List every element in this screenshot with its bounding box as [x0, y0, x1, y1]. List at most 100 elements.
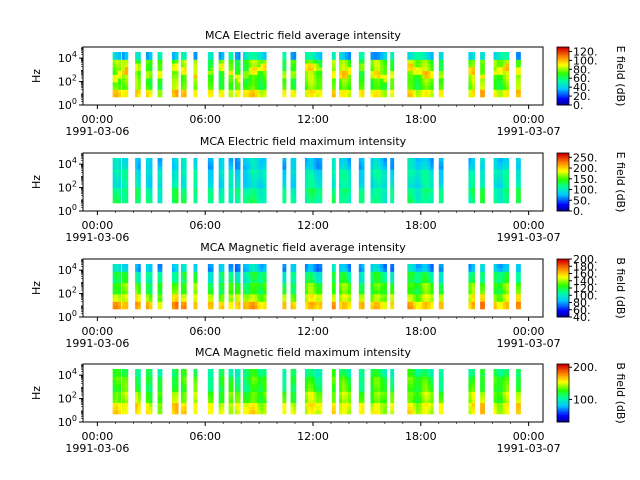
- spectrogram-cell: [376, 387, 381, 392]
- spectrogram-cell: [290, 191, 294, 196]
- spectrogram-cell: [316, 399, 320, 404]
- spectrogram-cell: [418, 52, 423, 57]
- spectrogram-cell: [124, 387, 129, 392]
- spectrogram-cell: [427, 395, 431, 400]
- spectrogram-cell: [427, 82, 431, 87]
- spectrogram-cell: [339, 176, 343, 181]
- spectrogram-cell: [416, 67, 420, 72]
- spectrogram-cell: [290, 271, 294, 276]
- spectrogram-cell: [307, 275, 311, 280]
- spectrogram-cell: [112, 384, 116, 389]
- spectrogram-cell: [407, 59, 411, 64]
- colorbar-tick-label: 160.: [573, 268, 598, 281]
- spectrogram-cell: [361, 74, 365, 79]
- colorbar-cell: [557, 91, 569, 94]
- colorbar-cell: [557, 187, 569, 190]
- colorbar-cell: [557, 394, 569, 397]
- spectrogram-cell: [115, 387, 119, 392]
- spectrogram-cell: [310, 67, 314, 72]
- spectrogram-cell: [427, 264, 431, 269]
- spectrogram-cell: [290, 402, 294, 407]
- spectrogram-cell: [207, 395, 211, 400]
- spectrogram-cell: [171, 391, 176, 396]
- spectrogram-cell: [145, 286, 150, 291]
- spectrogram-cell: [438, 399, 444, 404]
- spectrogram-cell: [421, 59, 425, 64]
- spectrogram-cell: [499, 271, 504, 276]
- spectrogram-cell: [180, 267, 184, 272]
- spectrogram-cell: [260, 184, 264, 189]
- spectrogram-cell: [234, 275, 238, 280]
- spectrogram-cell: [248, 59, 252, 64]
- spectrogram-cell: [493, 305, 497, 310]
- spectrogram-cell: [282, 305, 287, 310]
- spectrogram-cell: [416, 380, 420, 385]
- spectrogram-cell: [115, 286, 119, 291]
- spectrogram-cell: [516, 199, 521, 204]
- spectrogram-cell: [115, 82, 119, 87]
- spectrogram-cell: [254, 184, 258, 189]
- spectrogram-cell: [438, 271, 444, 276]
- spectrogram-cell: [331, 63, 336, 68]
- spectrogram-cell: [319, 93, 323, 98]
- spectrogram-cell: [310, 176, 314, 181]
- spectrogram-cell: [115, 290, 119, 295]
- spectrogram-cell: [310, 173, 314, 178]
- spectrogram-cell: [307, 78, 311, 83]
- spectrogram-cell: [413, 59, 417, 64]
- spectrogram-cell: [251, 176, 255, 181]
- spectrogram-cell: [260, 161, 264, 166]
- spectrogram-cell: [480, 380, 485, 385]
- spectrogram-cell: [358, 55, 362, 60]
- spectrogram-cell: [341, 173, 346, 178]
- spectrogram-cell: [430, 391, 434, 396]
- spectrogram-cell: [410, 191, 414, 196]
- spectrogram-cell: [183, 188, 187, 193]
- spectrogram-cell: [183, 305, 187, 310]
- spectrogram-cell: [438, 369, 444, 374]
- spectrogram-cell: [370, 271, 375, 276]
- spectrogram-cell: [183, 279, 187, 284]
- spectrogram-cell: [121, 267, 126, 272]
- spectrogram-cell: [282, 55, 287, 60]
- spectrogram-cell: [210, 399, 214, 404]
- colorbar-cell: [557, 407, 569, 410]
- spectrogram-cell: [282, 275, 287, 280]
- spectrogram-cell: [171, 85, 176, 90]
- spectrogram-cell: [496, 82, 500, 87]
- spectrogram-cell: [383, 199, 387, 204]
- spectrogram-cell: [410, 402, 414, 407]
- spectrogram-cell: [430, 165, 434, 170]
- spectrogram-cell: [137, 264, 141, 269]
- spectrogram-cell: [248, 399, 252, 404]
- spectrogram-cell: [347, 264, 352, 269]
- spectrogram-cell: [347, 199, 352, 204]
- spectrogram-cell: [263, 188, 267, 193]
- spectrogram-cell: [137, 195, 141, 200]
- spectrogram-cell: [290, 52, 294, 57]
- spectrogram-cell: [290, 63, 294, 68]
- spectrogram-cell: [228, 89, 234, 94]
- data-segment: [135, 369, 141, 415]
- spectrogram-cell: [424, 74, 428, 79]
- spectrogram-cell: [416, 267, 420, 272]
- spectrogram-cell: [383, 395, 387, 400]
- spectrogram-cell: [480, 191, 485, 196]
- spectrogram-cell: [347, 89, 352, 94]
- spectrogram-cell: [316, 161, 320, 166]
- spectrogram-cell: [358, 406, 362, 411]
- spectrogram-cell: [251, 63, 255, 68]
- spectrogram-cell: [499, 297, 504, 302]
- spectrogram-cell: [221, 176, 225, 181]
- spectrogram-cell: [358, 165, 362, 170]
- data-segment: [304, 158, 323, 204]
- spectrogram-cell: [410, 410, 414, 415]
- spectrogram-cell: [373, 161, 378, 166]
- data-segment: [171, 369, 179, 415]
- spectrogram-cell: [260, 180, 264, 185]
- spectrogram-cell: [380, 399, 384, 404]
- spectrogram-cell: [438, 158, 444, 163]
- spectrogram-cell: [418, 297, 423, 302]
- spectrogram-cell: [218, 165, 222, 170]
- spectrogram-cell: [313, 282, 317, 287]
